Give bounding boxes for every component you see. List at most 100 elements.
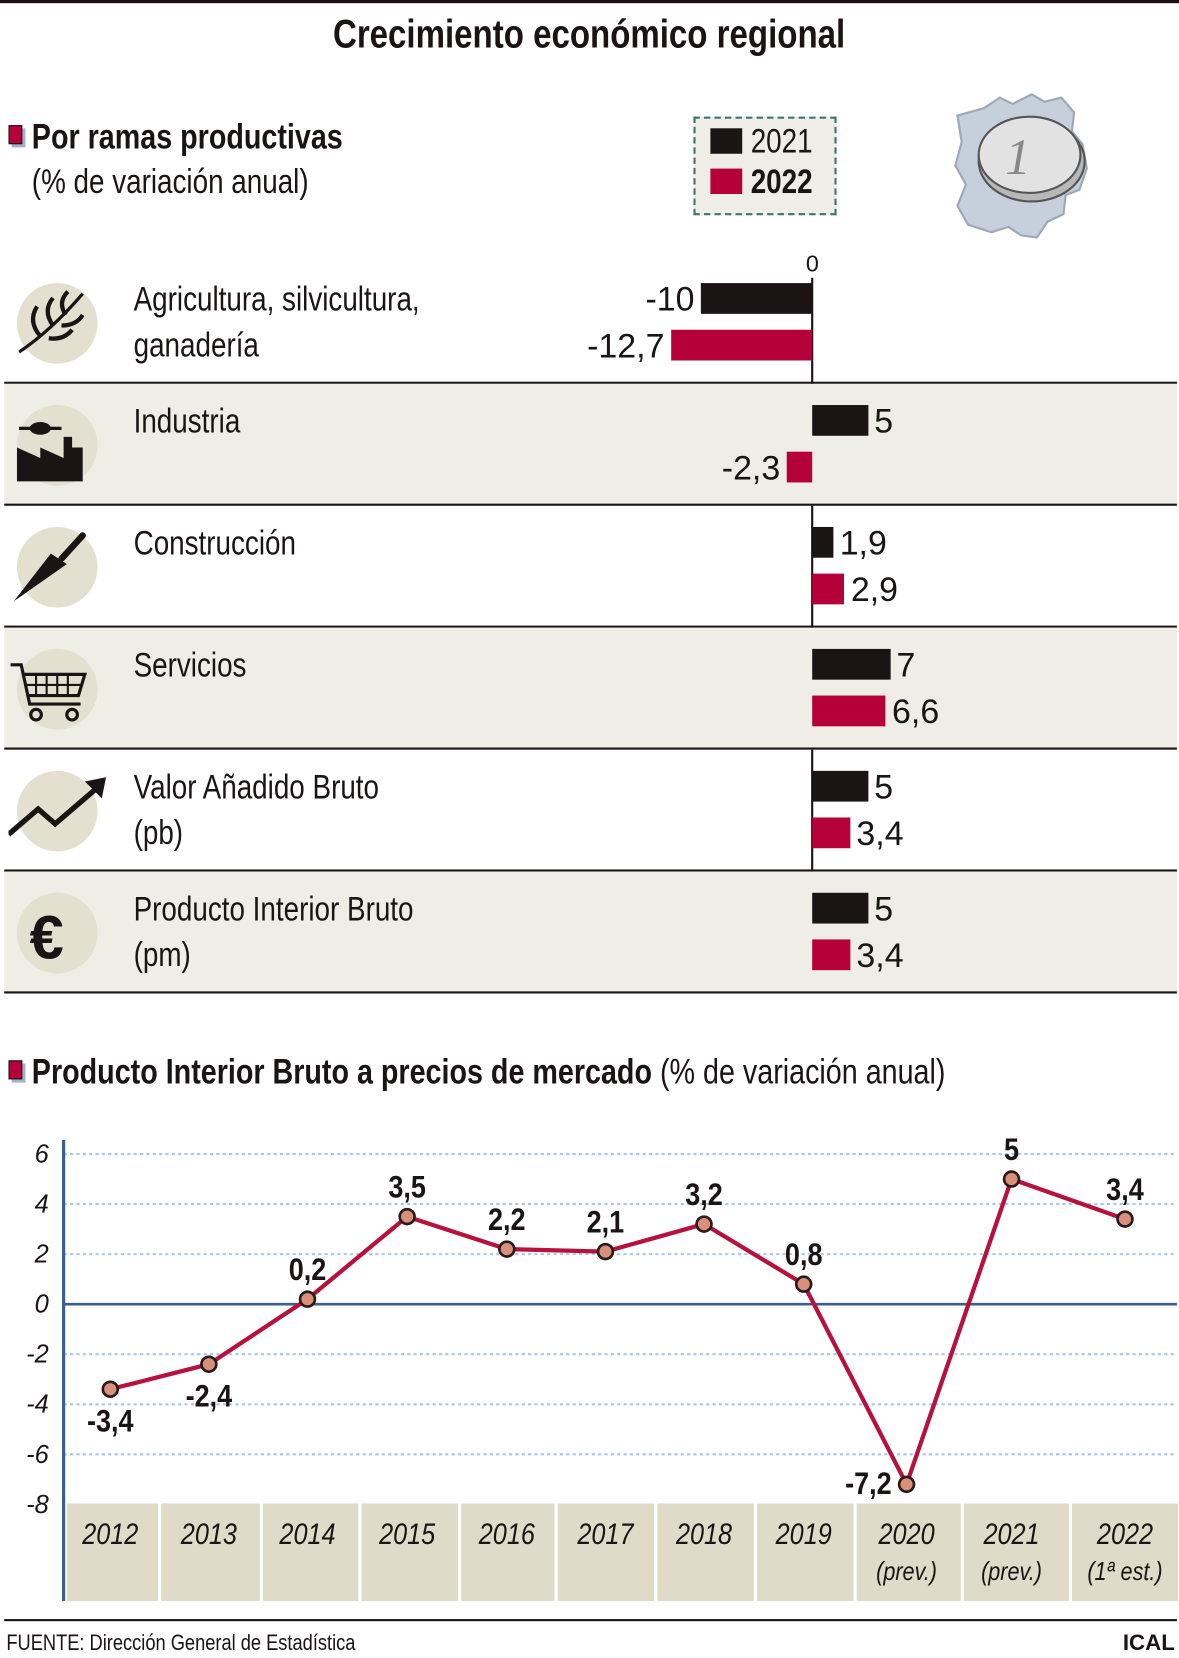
legend-label-2022: 2022 [751,162,826,201]
category-label-line2: (pm) [133,935,191,974]
zero-axis [811,277,814,967]
y-tick-label: 2 [34,1241,49,1269]
bar-2022 [812,939,851,971]
gdp-line-chart: 6 4 2 0 -2 -4 -6 -8 -3,4 2012 -2,4 2013 0,2 2014 3,5 20… [26,1132,1178,1602]
category-row: Valor Añadido Bruto (pb) [4,750,1177,872]
category-box [856,1503,961,1602]
footer-rule [4,1619,1177,1622]
bar-value-label: -12,7 [587,326,665,365]
bar-value-label: 2,9 [850,570,898,609]
credit: ICAL [1122,1630,1175,1656]
section1-subheading: (% de variación anual) [32,162,370,201]
data-label: 3,2 [685,1177,723,1213]
bar-2021 [700,283,813,314]
section2-heading: Producto Interior Bruto a precios de mer… [32,1052,1146,1092]
x-tick-note: (prev.) [876,1558,937,1586]
category-label: Agricultura, silvicultura, ganadería [134,277,483,368]
icon-circle [16,283,98,364]
legend-swatch-2021 [710,128,743,154]
y-tick-label: -2 [26,1341,49,1369]
bar-value-label: 5 [874,401,894,441]
data-label: 0,2 [289,1252,327,1288]
bar-value-label: -10 [645,279,695,319]
legend-text: 2021 [750,121,813,161]
data-label: 2,2 [488,1202,526,1238]
category-row: Agricultura, silvicultura, ganadería [4,262,1177,384]
data-point [695,1215,713,1233]
category-box [262,1503,359,1602]
legend-swatch-2022 [710,168,743,195]
data-point [200,1355,218,1373]
data-label: -7,2 [845,1466,892,1502]
category-box [963,1503,1069,1602]
category-label: Producto Interior Bruto (pm) [134,886,475,977]
section1-subheading-text: (% de variación anual) [31,162,309,201]
section2-subtitle: (% de variación anual) [659,1051,946,1092]
x-tick-label: 2021 [983,1517,1040,1550]
category-label: Servicios [134,643,272,734]
category-label-line1: Valor Añadido Bruto [133,767,380,806]
data-point [101,1380,120,1398]
y-tick-label: 4 [35,1191,49,1219]
category-row: € Producto Interior Bruto (pm) [4,871,1177,994]
category-row: Servicios [4,627,1177,750]
category-label: Construcción [134,521,332,612]
bar-value-label: 3,4 [856,814,904,853]
data-point [1002,1170,1021,1188]
data-label: 2,1 [587,1205,625,1241]
top-rule [0,0,1179,4]
data-label: 3,5 [388,1169,426,1205]
data-label: -3,4 [87,1404,134,1440]
data-point [897,1475,916,1494]
page-title: Crecimiento económico regional [0,13,1179,59]
data-point [596,1242,615,1261]
y-tick-label: -4 [26,1391,49,1419]
category-box [461,1503,555,1602]
y-tick-label: 6 [35,1141,50,1169]
x-tick-label: 2012 [81,1517,138,1550]
euro-icon: € [30,904,64,973]
legend-text: 2022 [750,162,813,201]
zero-label: 0 [805,250,819,277]
category-label-line1: Industria [133,401,241,441]
data-label: 3,4 [1106,1172,1144,1208]
x-tick-label: 2022 [1096,1517,1153,1550]
bar-value-label: 5 [874,767,894,806]
bar-2021 [812,526,834,558]
category-box [757,1503,854,1602]
category-box [66,1503,158,1602]
category-box [1071,1503,1178,1602]
category-label-line1: Construcción [133,523,296,562]
data-point [794,1275,813,1293]
x-tick-note: (1ª est.) [1087,1558,1162,1586]
svg-text:1: 1 [1005,130,1030,186]
category-label-line1: Agricultura, silvicultura, [133,279,420,319]
category-label-line2: ganadería [133,325,259,364]
y-tick-label: -6 [26,1441,49,1469]
bar-2021 [812,770,868,802]
y-tick-label: -8 [26,1491,49,1519]
shopping-cart-icon [10,663,87,722]
bar-value-label: 1,9 [839,523,887,562]
bar-2021 [812,405,868,436]
data-label: -2,4 [186,1379,233,1415]
bar-2022 [812,817,851,849]
x-tick-label: 2014 [279,1517,336,1550]
category-label: Valor Añadido Bruto (pb) [134,764,433,855]
title-text: Crecimiento económico regional [333,12,846,58]
data-point [398,1207,416,1226]
category-box [657,1503,754,1602]
section2-title: Producto Interior Bruto a precios de mer… [31,1051,652,1092]
source-text: FUENTE: Dirección General de Estadística [6,1630,356,1656]
x-tick-label: 2015 [378,1517,436,1550]
x-tick-label: 2017 [576,1517,635,1550]
bar-value-label: 5 [874,889,894,928]
section2-heading-text: Producto Interior Bruto a precios de mer… [32,1052,946,1092]
legend: 2021 2022 [693,116,837,216]
x-tick-label: 2020 [878,1517,936,1550]
y-tick-label: 0 [35,1291,49,1319]
data-point [1116,1210,1134,1228]
bar-value-label: -2,3 [721,448,781,487]
data-point [298,1290,317,1308]
section-marker [8,1060,23,1080]
